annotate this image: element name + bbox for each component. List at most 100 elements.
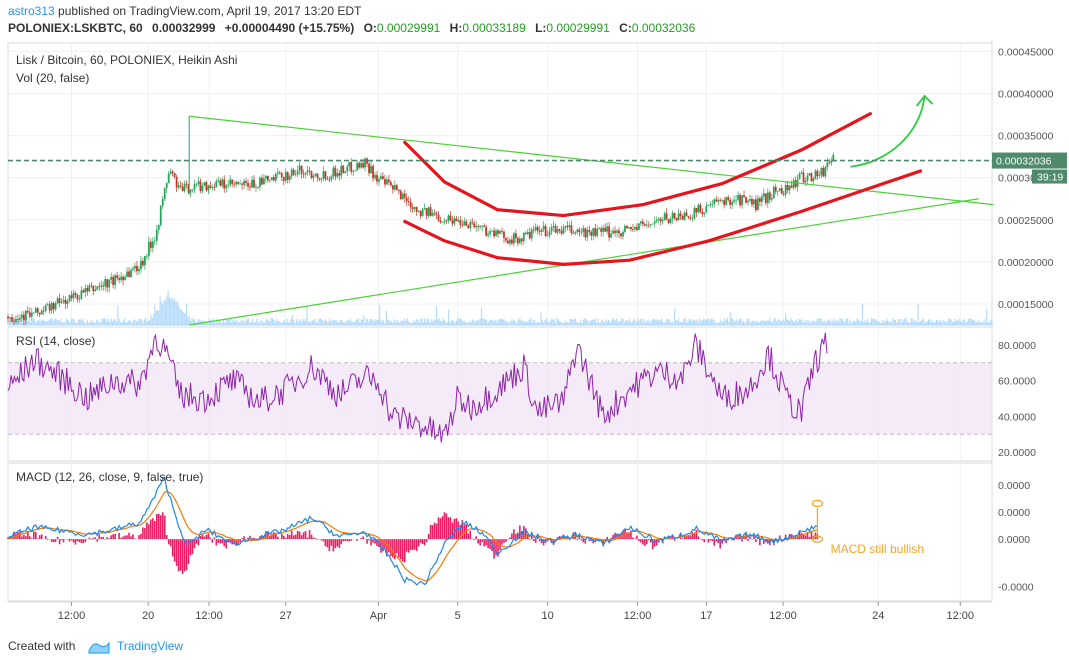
candle-body — [62, 299, 65, 303]
volume-bar — [375, 319, 377, 325]
volume-bar — [412, 322, 414, 325]
volume-bar — [811, 321, 813, 325]
candle-body — [600, 228, 603, 232]
macd-histogram-bar — [757, 537, 759, 540]
macd-histogram-bar — [524, 528, 527, 540]
chart-svg[interactable]: 12:00 20 12:00 27 Apr 5 10 12:00 17 12:00 24 12:000… — [0, 40, 1069, 634]
rsi-tick-label: 80.0000 — [998, 340, 1036, 352]
volume-bar — [577, 322, 579, 325]
tradingview-link[interactable]: TradingView — [117, 639, 184, 653]
candle-body — [253, 179, 255, 188]
volume-bar — [150, 314, 152, 325]
volume-bar — [967, 319, 969, 325]
time-tick-label: 12:00 — [769, 610, 797, 622]
volume-bar — [203, 321, 205, 325]
green-arrow-head-icon — [915, 94, 934, 107]
volume-bar — [391, 320, 393, 325]
macd-histogram-bar — [46, 539, 49, 540]
macd-histogram-bar — [483, 539, 485, 547]
macd-histogram-bar — [380, 539, 382, 553]
volume-bar — [327, 321, 329, 325]
volume-bar — [473, 319, 475, 325]
chart-area[interactable]: 12:00 20 12:00 27 Apr 5 10 12:00 17 12:00 24 12:00 0… — [0, 40, 1069, 634]
candle-body — [634, 227, 636, 230]
candle-body — [413, 207, 416, 210]
candle-body — [397, 189, 400, 191]
volume-bar — [484, 319, 487, 325]
volume-bar — [242, 322, 245, 325]
volume-bar — [93, 321, 95, 325]
volume-bar — [520, 320, 522, 325]
candle-body — [300, 165, 303, 174]
macd-histogram-bar — [806, 532, 809, 540]
candle-body — [816, 170, 819, 176]
price-tick-label: 0.00035000 — [998, 131, 1054, 143]
candle-body — [673, 212, 676, 219]
volume-bar — [573, 318, 575, 325]
candle-body — [203, 182, 206, 186]
candle-body — [762, 193, 765, 197]
volume-bar — [990, 319, 992, 325]
macd-histogram-bar — [241, 538, 243, 540]
candle-body — [348, 162, 351, 167]
volume-bar — [109, 321, 111, 325]
volume-bar — [561, 322, 563, 325]
volume-bar — [860, 321, 862, 325]
volume-bar — [80, 319, 82, 325]
volume-bar — [713, 320, 715, 325]
candle-body — [459, 220, 462, 225]
volume-bar — [828, 320, 830, 325]
volume-bar — [507, 321, 509, 325]
volume-bar — [85, 322, 87, 325]
candle-body — [193, 184, 196, 190]
candle-body — [663, 213, 666, 221]
macd-histogram-bar — [36, 538, 39, 540]
macd-histogram-bar — [292, 535, 295, 540]
volume-bar — [367, 319, 369, 325]
volume-bar — [191, 317, 193, 325]
macd-histogram-bar — [723, 539, 725, 542]
volume-bar — [965, 322, 967, 325]
macd-histogram-bar — [584, 539, 587, 544]
volume-bar — [724, 318, 726, 325]
candle-body — [382, 176, 384, 179]
volume-bar — [812, 320, 815, 325]
volume-bar — [581, 322, 583, 325]
candle-body — [243, 181, 245, 185]
macd-tick-label: -0.0000 — [998, 582, 1034, 594]
volume-bar — [453, 320, 455, 325]
volume-bar — [61, 322, 63, 325]
volume-bar — [726, 318, 729, 325]
volume-bar — [113, 319, 115, 325]
volume-bar — [764, 320, 766, 325]
volume-bar — [285, 322, 287, 325]
volume-bar — [730, 318, 733, 325]
candle-body — [812, 178, 815, 181]
time-tick-label: 20 — [142, 610, 154, 622]
volume-bar — [231, 322, 233, 325]
footer: Created with TradingView — [0, 634, 1069, 660]
volume-bar — [209, 319, 211, 325]
volume-bar — [425, 321, 427, 325]
candle-body — [431, 212, 434, 216]
candle-body — [804, 180, 807, 183]
volume-bar — [529, 318, 532, 325]
volume-bar — [166, 296, 168, 325]
volume-bar — [947, 319, 949, 325]
volume-bar — [246, 319, 248, 325]
volume-bar — [783, 321, 785, 325]
volume-bar — [393, 319, 395, 325]
author-link[interactable]: astro313 — [8, 4, 55, 18]
volume-bar — [178, 304, 180, 325]
candle-body — [618, 230, 620, 234]
candle-body — [449, 215, 452, 221]
candle-body — [737, 194, 739, 200]
volume-bar — [96, 319, 98, 325]
volume-bar — [704, 319, 706, 325]
macd-histogram-bar — [350, 539, 353, 541]
volume-bar — [752, 320, 754, 325]
candle-body — [604, 227, 607, 232]
low-label: L: — [535, 21, 547, 35]
countdown-tag — [1032, 169, 1067, 184]
macd-histogram-bar — [132, 534, 134, 540]
